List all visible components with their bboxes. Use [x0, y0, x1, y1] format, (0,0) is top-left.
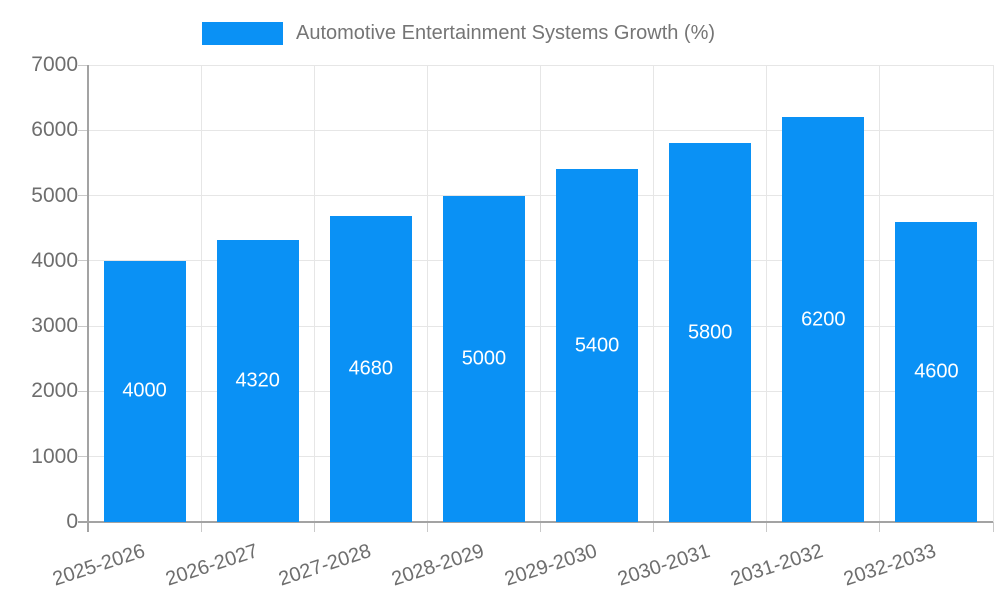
y-tick-mark — [78, 195, 88, 197]
x-tick-mark — [426, 522, 428, 532]
bar-value-label: 4680 — [348, 357, 394, 380]
y-tick-mark — [78, 64, 88, 66]
y-tick-label: 0 — [66, 510, 78, 533]
x-tick-mark — [879, 522, 881, 532]
y-tick-label: 4000 — [31, 248, 78, 272]
y-tick-mark — [78, 456, 88, 458]
bar: 4600 — [895, 221, 978, 522]
y-tick-label: 3000 — [31, 314, 78, 338]
bar: 6200 — [782, 117, 865, 522]
x-gridline — [653, 65, 655, 522]
y-tick-mark — [78, 390, 88, 392]
bar-value-label: 5000 — [461, 347, 507, 370]
x-gridline — [426, 65, 428, 522]
bar-value-label: 6200 — [801, 308, 846, 331]
bar: 5000 — [442, 195, 525, 522]
x-tick-mark — [653, 522, 655, 532]
bar: 4000 — [103, 260, 186, 522]
x-gridline — [879, 65, 881, 522]
x-gridline — [540, 65, 541, 522]
x-gridline — [200, 65, 202, 522]
x-tick-mark — [313, 522, 315, 532]
y-tick-label: 2000 — [31, 379, 78, 403]
bar-value-label: 4000 — [122, 379, 167, 402]
x-tick-mark — [992, 522, 994, 532]
y-tick-label: 7000 — [31, 53, 78, 76]
y-tick-label: 5000 — [31, 183, 78, 207]
legend: Automotive Entertainment Systems Growth … — [202, 22, 715, 45]
legend-label: Automotive Entertainment Systems Growth … — [296, 22, 716, 44]
y-tick-mark — [78, 129, 88, 131]
bar: 4320 — [216, 239, 299, 522]
x-tick-mark — [540, 522, 541, 532]
x-axis-line — [78, 521, 993, 523]
bar-value-label: 4320 — [235, 369, 280, 392]
y-axis-line — [87, 65, 89, 532]
y-tick-label: 6000 — [31, 118, 78, 142]
y-tick-mark — [78, 325, 88, 327]
x-gridline — [992, 65, 994, 522]
bar-value-label: 4600 — [914, 360, 959, 383]
bar: 5400 — [556, 169, 639, 522]
x-tick-mark — [200, 522, 202, 532]
bar-value-label: 5400 — [574, 334, 620, 357]
x-gridline — [313, 65, 315, 522]
bar-value-label: 5800 — [687, 321, 733, 344]
y-tick-label: 1000 — [31, 444, 78, 468]
x-gridline — [766, 65, 768, 522]
y-tick-mark — [78, 260, 88, 262]
bar: 5800 — [669, 143, 752, 522]
bar: 4680 — [329, 216, 412, 522]
legend-swatch — [202, 22, 283, 45]
x-tick-mark — [766, 522, 768, 532]
